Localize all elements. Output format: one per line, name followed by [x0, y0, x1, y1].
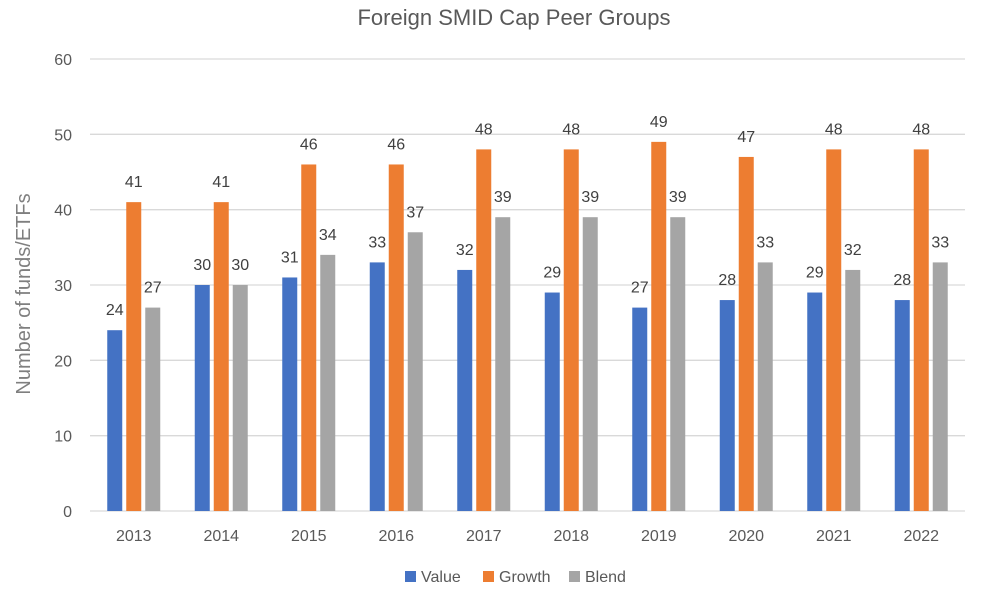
data-label: 39: [669, 189, 687, 206]
data-label: 32: [456, 242, 474, 259]
x-tick-label: 2021: [816, 528, 852, 545]
legend-label-growth: Growth: [499, 569, 551, 586]
legend-label-blend: Blend: [585, 569, 626, 586]
bar-growth: [651, 141, 667, 511]
data-label: 27: [144, 280, 162, 297]
data-label: 34: [319, 227, 337, 244]
bar-growth: [388, 164, 404, 511]
bars: [107, 141, 948, 511]
x-tick-label: 2017: [466, 528, 502, 545]
data-label: 30: [193, 257, 211, 274]
bar-blend: [320, 254, 336, 511]
data-label: 46: [300, 136, 318, 153]
legend-swatch-growth: [483, 571, 494, 582]
data-label: 33: [368, 234, 386, 251]
bar-value: [632, 307, 648, 511]
data-label: 48: [912, 121, 930, 138]
data-label: 48: [475, 121, 493, 138]
data-label: 39: [494, 189, 512, 206]
data-label: 33: [756, 234, 774, 251]
data-labels: 24 41 27 30 41 30 31 46 34 33 46 37 32 48 39 29 48 39 27 49…: [106, 114, 949, 319]
x-tick-label: 2016: [378, 528, 414, 545]
legend: Value Growth Blend: [405, 569, 626, 586]
bar-growth: [913, 149, 929, 511]
data-label: 33: [931, 234, 949, 251]
data-label: 48: [562, 121, 580, 138]
x-tick-label: 2019: [641, 528, 677, 545]
bar-value: [719, 300, 735, 511]
y-tick-label: 60: [54, 52, 72, 69]
bar-value: [807, 292, 823, 511]
bar-growth: [476, 149, 492, 511]
bar-blend: [932, 262, 948, 511]
data-label: 29: [543, 265, 561, 282]
y-tick-label: 30: [54, 278, 72, 295]
bar-value: [544, 292, 560, 511]
bar-growth: [301, 164, 317, 511]
data-label: 30: [231, 257, 249, 274]
chart-title: Foreign SMID Cap Peer Groups: [357, 5, 670, 30]
legend-swatch-blend: [569, 571, 580, 582]
data-label: 28: [893, 272, 911, 289]
bar-blend: [145, 307, 161, 511]
y-tick-label: 10: [54, 429, 72, 446]
y-axis-label: Number of funds/ETFs: [13, 193, 35, 394]
legend-swatch-value: [405, 571, 416, 582]
x-tick-label: 2020: [728, 528, 764, 545]
data-label: 41: [212, 174, 230, 191]
y-tick-label: 20: [54, 353, 72, 370]
bar-blend: [495, 217, 511, 511]
bar-value: [194, 285, 210, 511]
data-label: 46: [387, 136, 405, 153]
data-label: 47: [737, 129, 755, 146]
bar-value: [282, 277, 298, 511]
y-tick-label: 50: [54, 127, 72, 144]
y-tick-label: 40: [54, 203, 72, 220]
x-tick-label: 2013: [116, 528, 152, 545]
bar-growth: [826, 149, 842, 511]
data-label: 29: [806, 265, 824, 282]
data-label: 28: [718, 272, 736, 289]
y-axis-ticks: 0 10 20 30 40 50 60: [54, 52, 72, 521]
y-tick-label: 0: [63, 504, 72, 521]
x-tick-label: 2022: [903, 528, 939, 545]
bar-growth: [563, 149, 579, 511]
bar-blend: [757, 262, 773, 511]
data-label: 31: [281, 249, 299, 266]
data-label: 37: [406, 204, 424, 221]
bar-blend: [582, 217, 598, 511]
bar-blend: [407, 232, 423, 511]
bar-growth: [213, 202, 229, 511]
data-label: 41: [125, 174, 143, 191]
bar-value: [107, 330, 123, 511]
bar-value: [894, 300, 910, 511]
bar-blend: [232, 285, 248, 511]
bar-value: [369, 262, 385, 511]
data-label: 32: [844, 242, 862, 259]
data-label: 27: [631, 280, 649, 297]
bar-growth: [738, 156, 754, 511]
x-tick-label: 2015: [291, 528, 327, 545]
data-label: 49: [650, 114, 668, 131]
x-tick-label: 2014: [203, 528, 239, 545]
bar-value: [457, 269, 473, 511]
bar-growth: [126, 202, 142, 511]
bar-blend: [670, 217, 686, 511]
data-label: 24: [106, 302, 124, 319]
bar-blend: [845, 269, 861, 511]
x-axis-ticks: 2013 2014 2015 2016 2017 2018 2019 2020 2021 2022: [116, 528, 939, 545]
x-tick-label: 2018: [553, 528, 589, 545]
data-label: 39: [581, 189, 599, 206]
legend-label-value: Value: [421, 569, 461, 586]
data-label: 48: [825, 121, 843, 138]
